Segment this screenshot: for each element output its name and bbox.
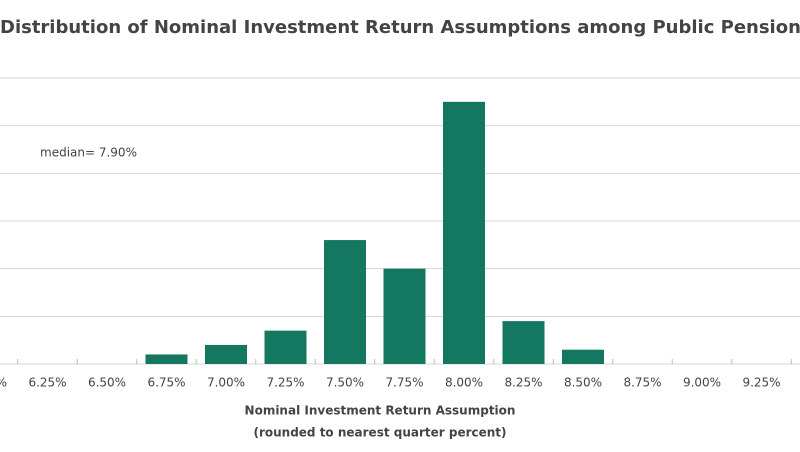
x-tick-label: 9.25% bbox=[742, 376, 780, 390]
median-annotation: median= 7.90% bbox=[40, 146, 137, 160]
x-tick-label: 7.00% bbox=[207, 376, 245, 390]
x-axis-note: (rounded to nearest quarter percent) bbox=[253, 426, 506, 440]
bar bbox=[562, 349, 604, 364]
x-tick-label: 7.50% bbox=[326, 376, 364, 390]
x-tick-label: 6.75% bbox=[147, 376, 185, 390]
x-tick-label: 8.25% bbox=[504, 376, 542, 390]
bar bbox=[264, 330, 307, 364]
x-tick-label: 8.75% bbox=[623, 376, 661, 390]
bar bbox=[145, 354, 188, 364]
chart-title: Distribution of Nominal Investment Retur… bbox=[0, 17, 800, 38]
bar bbox=[443, 101, 485, 364]
x-tick-label: 9.00% bbox=[683, 376, 721, 390]
x-tick-label: 7.75% bbox=[385, 376, 423, 390]
bar bbox=[502, 321, 545, 364]
x-tick-label: 6.50% bbox=[88, 376, 126, 390]
x-tick-label: 8.50% bbox=[564, 376, 602, 390]
x-axis-title: Nominal Investment Return Assumption bbox=[245, 404, 516, 418]
x-tick-label: 6.00% bbox=[0, 376, 7, 390]
bar bbox=[383, 268, 426, 364]
x-tick-label: 6.25% bbox=[28, 376, 66, 390]
x-tick-label: 8.00% bbox=[445, 376, 483, 390]
x-tick-label: 7.25% bbox=[266, 376, 304, 390]
bar bbox=[205, 344, 247, 364]
bar bbox=[324, 240, 366, 364]
